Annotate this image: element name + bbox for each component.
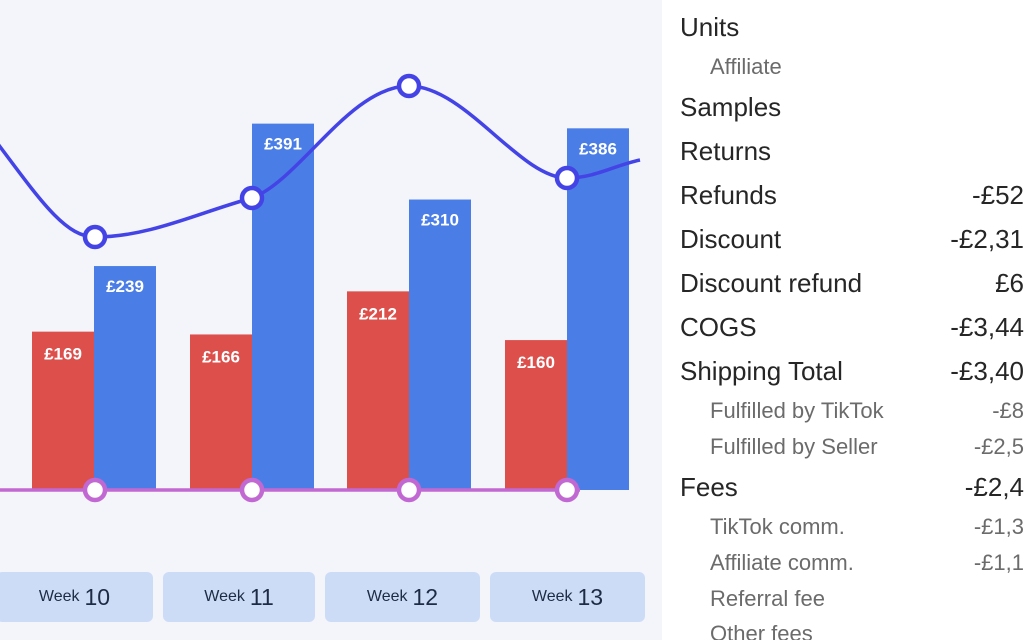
bar: [190, 334, 252, 490]
bar-label: £391: [264, 135, 302, 154]
summary-panel: Units Affiliate Samples Returns Refunds …: [662, 0, 1024, 640]
line-series: [0, 84, 641, 239]
tab-week-12[interactable]: Week 12: [325, 572, 480, 622]
tab-week-13[interactable]: Week 13: [490, 572, 645, 622]
summary-value: -£1,3: [973, 514, 1024, 539]
summary-label: Discount refund: [680, 268, 863, 298]
tab-week-number: 13: [577, 583, 604, 610]
summary-value: £6: [995, 268, 1024, 298]
bar-label: £160: [517, 353, 555, 372]
summary-row-refunds: Refunds -£52: [680, 179, 1024, 211]
summary-value: -£2,5: [973, 434, 1024, 459]
tab-week-label: Week: [366, 588, 408, 605]
bar-label: £310: [421, 211, 459, 230]
bar-label: £239: [106, 277, 144, 296]
summary-label: Fulfilled by TikTok: [710, 398, 884, 423]
summary-value: -£3,40: [950, 356, 1024, 386]
bar: [409, 199, 471, 490]
tab-week-label: Week: [38, 588, 80, 605]
summary-row-affiliate-comm: Affiliate comm. -£1,1: [680, 549, 1024, 577]
line-point: [554, 477, 580, 503]
bar: [347, 291, 409, 490]
bar: [32, 331, 94, 490]
tab-week-label: Week: [531, 588, 573, 605]
summary-label: Fulfilled by Seller: [710, 434, 878, 459]
summary-value: -£8: [992, 398, 1024, 423]
summary-label: Referral fee: [710, 586, 825, 611]
summary-row-discount-refund: Discount refund £6: [680, 267, 1024, 299]
summary-label: Affiliate comm.: [710, 550, 854, 575]
summary-label: Fees: [680, 472, 738, 502]
line-point: [554, 165, 580, 191]
line-point: [396, 73, 422, 99]
line-point: [396, 477, 422, 503]
summary-row-discount: Discount -£2,31: [680, 223, 1024, 255]
tab-week-10[interactable]: Week 10: [0, 572, 153, 622]
summary-row-samples: Samples: [680, 91, 1024, 123]
tab-week-11[interactable]: Week 11: [163, 572, 315, 622]
bar-line-chart: £169 £166 £212 £160 £239 £391 £310 £386: [0, 73, 641, 503]
summary-value: -£3,44: [950, 312, 1024, 342]
summary-label: Units: [680, 12, 740, 42]
line-point: [239, 477, 265, 503]
summary-row-affiliate: Affiliate: [680, 53, 1024, 81]
summary-row-tiktok-comm: TikTok comm. -£1,3: [680, 513, 1024, 541]
summary-label: TikTok comm.: [710, 514, 845, 539]
chart-panel: £169 £166 £212 £160 £239 £391 £310 £386 Week 10…: [0, 0, 662, 640]
summary-label: Samples: [680, 92, 782, 122]
bar: [567, 128, 629, 490]
bar-label: £166: [202, 347, 240, 366]
summary-row-cogs: COGS -£3,44: [680, 311, 1024, 343]
tab-week-number: 10: [84, 583, 111, 610]
summary-label: Other fees: [710, 621, 813, 640]
summary-row-fees: Fees -£2,4: [680, 471, 1024, 503]
summary-row-fulfilled-by-tiktok: Fulfilled by TikTok -£8: [680, 397, 1024, 425]
summary-row-other-fees: Other fees: [680, 620, 1024, 640]
bar: [252, 123, 314, 491]
tab-week-number: 11: [249, 583, 274, 610]
summary-row-returns: Returns: [680, 135, 1024, 167]
bar-label: £386: [579, 139, 617, 158]
bar-label: £169: [44, 345, 82, 364]
summary-value: -£2,31: [950, 224, 1024, 254]
summary-row-units: Units: [680, 11, 1024, 43]
bar-label: £212: [359, 304, 397, 323]
summary-label: Refunds: [680, 180, 777, 210]
summary-label: Shipping Total: [680, 356, 843, 386]
summary-row-referral-fee: Referral fee: [680, 585, 1024, 613]
summary-label: COGS: [680, 312, 757, 342]
bar: [505, 340, 567, 490]
summary-label: Affiliate: [710, 54, 782, 79]
tab-week-number: 12: [412, 583, 439, 610]
line-point: [82, 477, 108, 503]
summary-row-fulfilled-by-seller: Fulfilled by Seller -£2,5: [680, 433, 1024, 461]
summary-value: -£1,1: [973, 550, 1024, 575]
line-point: [239, 185, 265, 211]
tab-week-label: Week: [204, 588, 245, 605]
summary-value: -£52: [971, 180, 1024, 210]
summary-value: -£2,4: [964, 472, 1024, 502]
summary-row-shipping-total: Shipping Total -£3,40: [680, 355, 1024, 387]
bar: [94, 266, 156, 490]
summary-label: Discount: [680, 224, 782, 254]
summary-label: Returns: [680, 136, 772, 166]
line-point: [82, 224, 108, 250]
